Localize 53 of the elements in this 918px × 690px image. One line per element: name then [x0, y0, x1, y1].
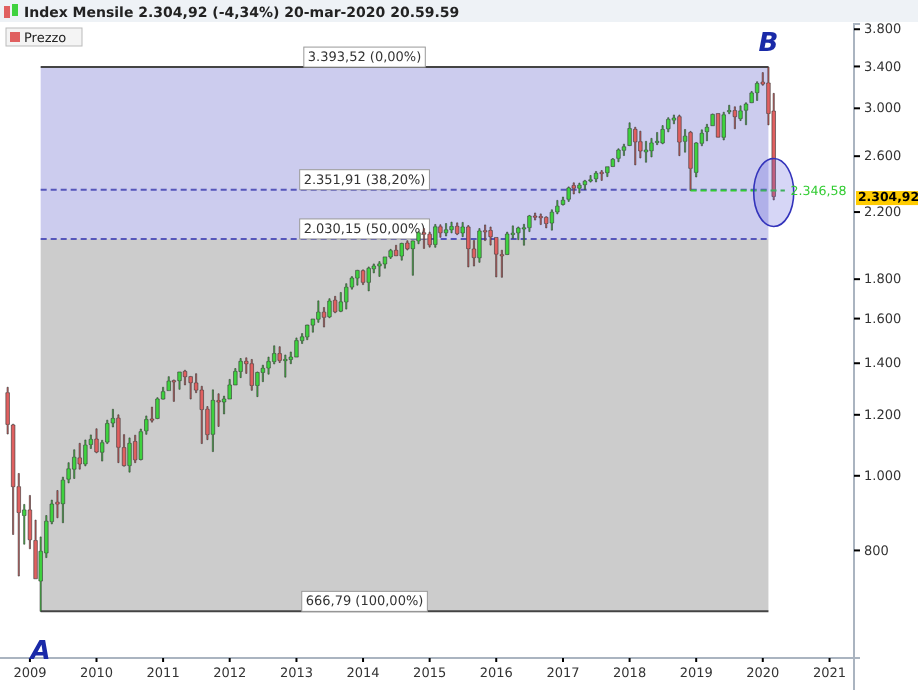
candlestick	[333, 296, 338, 314]
candlestick	[544, 216, 549, 229]
candlestick	[455, 222, 460, 235]
candlestick	[427, 231, 432, 248]
candlestick	[633, 126, 638, 166]
candlestick	[355, 269, 360, 286]
candlestick	[127, 437, 132, 473]
candlestick	[688, 131, 693, 191]
annotation: A	[28, 637, 51, 668]
candlestick	[477, 228, 482, 263]
candlestick	[593, 171, 599, 183]
candlestick	[538, 213, 543, 225]
candlestick	[360, 269, 366, 285]
candlestick	[738, 105, 743, 121]
candlestick	[577, 182, 582, 194]
candlestick	[83, 439, 88, 467]
candlestick	[399, 242, 404, 261]
candlestick	[449, 221, 454, 234]
candlestick	[588, 175, 593, 183]
candlestick	[188, 376, 193, 400]
candlestick	[393, 244, 399, 257]
candlestick	[249, 359, 254, 391]
candlestick	[677, 114, 682, 156]
candlestick	[721, 111, 726, 141]
candlestick	[715, 113, 721, 138]
annotation: B	[758, 29, 779, 60]
candlestick	[421, 228, 427, 249]
candlestick	[516, 226, 521, 240]
candlestick	[305, 324, 310, 341]
candlestick	[660, 125, 665, 145]
candlestick	[433, 224, 438, 248]
candlestick	[443, 223, 449, 237]
candlestick	[210, 389, 215, 452]
candlestick	[605, 166, 610, 177]
candlestick	[566, 186, 571, 202]
candlestick	[116, 414, 121, 463]
candlestick	[238, 358, 243, 378]
candlestick	[377, 261, 382, 277]
candlestick	[638, 130, 643, 159]
candlestick	[344, 283, 349, 310]
candlestick	[283, 354, 288, 378]
candlestick	[466, 225, 471, 268]
candlestick	[382, 256, 388, 269]
candlestick	[521, 223, 527, 246]
candlestick	[366, 266, 371, 292]
candlestick	[571, 182, 576, 195]
candlestick	[171, 379, 176, 402]
candlestick	[72, 449, 77, 479]
candlestick	[616, 148, 621, 163]
candlestick	[294, 337, 299, 358]
candlestick	[94, 428, 99, 454]
candlestick	[649, 138, 654, 158]
candlestick	[732, 106, 737, 130]
